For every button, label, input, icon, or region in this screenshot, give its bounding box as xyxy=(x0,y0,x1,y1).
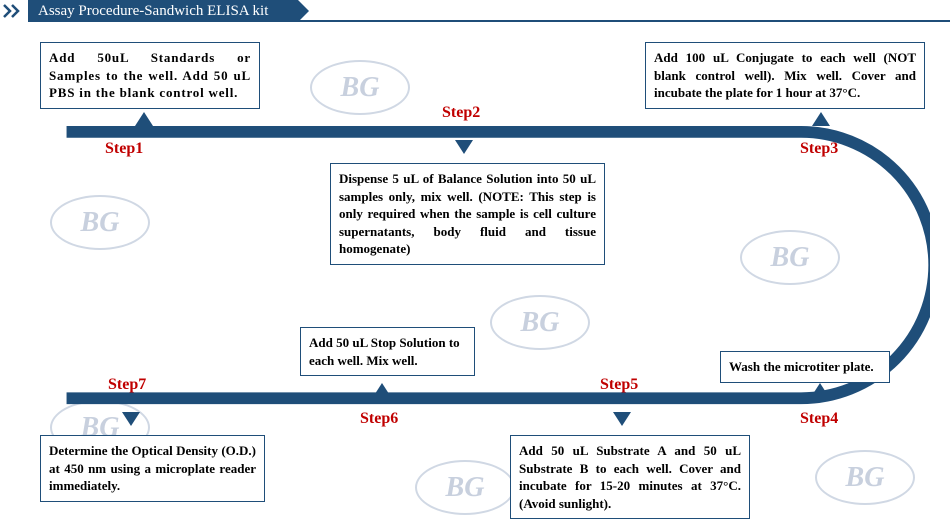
step6-arrow-icon xyxy=(373,383,391,397)
header-title: Assay Procedure-Sandwich ELISA kit xyxy=(28,0,298,22)
step6-label: Step6 xyxy=(360,410,398,428)
step2-box: Dispense 5 uL of Balance Solution into 5… xyxy=(330,163,605,265)
header-underline xyxy=(298,20,950,22)
step4-box: Wash the microtiter plate. xyxy=(720,351,890,383)
step7-label: Step7 xyxy=(108,376,146,394)
step3-box: Add 100 uL Conjugate to each well (NOT b… xyxy=(645,42,925,109)
step7-box: Determine the Optical Density (O.D.) at … xyxy=(40,435,265,502)
step5-label: Step5 xyxy=(600,376,638,394)
step1-arrow-icon xyxy=(135,112,153,126)
step2-label: Step2 xyxy=(442,104,480,122)
step1-box: Add 50uL Standards or Samples to the wel… xyxy=(40,42,260,109)
header-bar: Assay Procedure-Sandwich ELISA kit xyxy=(0,0,950,22)
step2-arrow-icon xyxy=(455,140,473,154)
watermark-logo: BG xyxy=(310,60,410,115)
step6-box: Add 50 uL Stop Solution to each well. Mi… xyxy=(300,327,475,376)
watermark-logo: BG xyxy=(415,460,515,515)
step5-box: Add 50 uL Substrate A and 50 uL Substrat… xyxy=(510,435,750,519)
step5-arrow-icon xyxy=(613,412,631,426)
step3-arrow-icon xyxy=(812,112,830,126)
step4-arrow-icon xyxy=(811,383,829,397)
step1-label: Step1 xyxy=(105,140,143,158)
watermark-logo: BG xyxy=(815,450,915,505)
step7-arrow-icon xyxy=(122,412,140,426)
step3-label: Step3 xyxy=(800,140,838,158)
step4-label: Step4 xyxy=(800,410,838,428)
header-chevron-icon xyxy=(0,0,28,22)
